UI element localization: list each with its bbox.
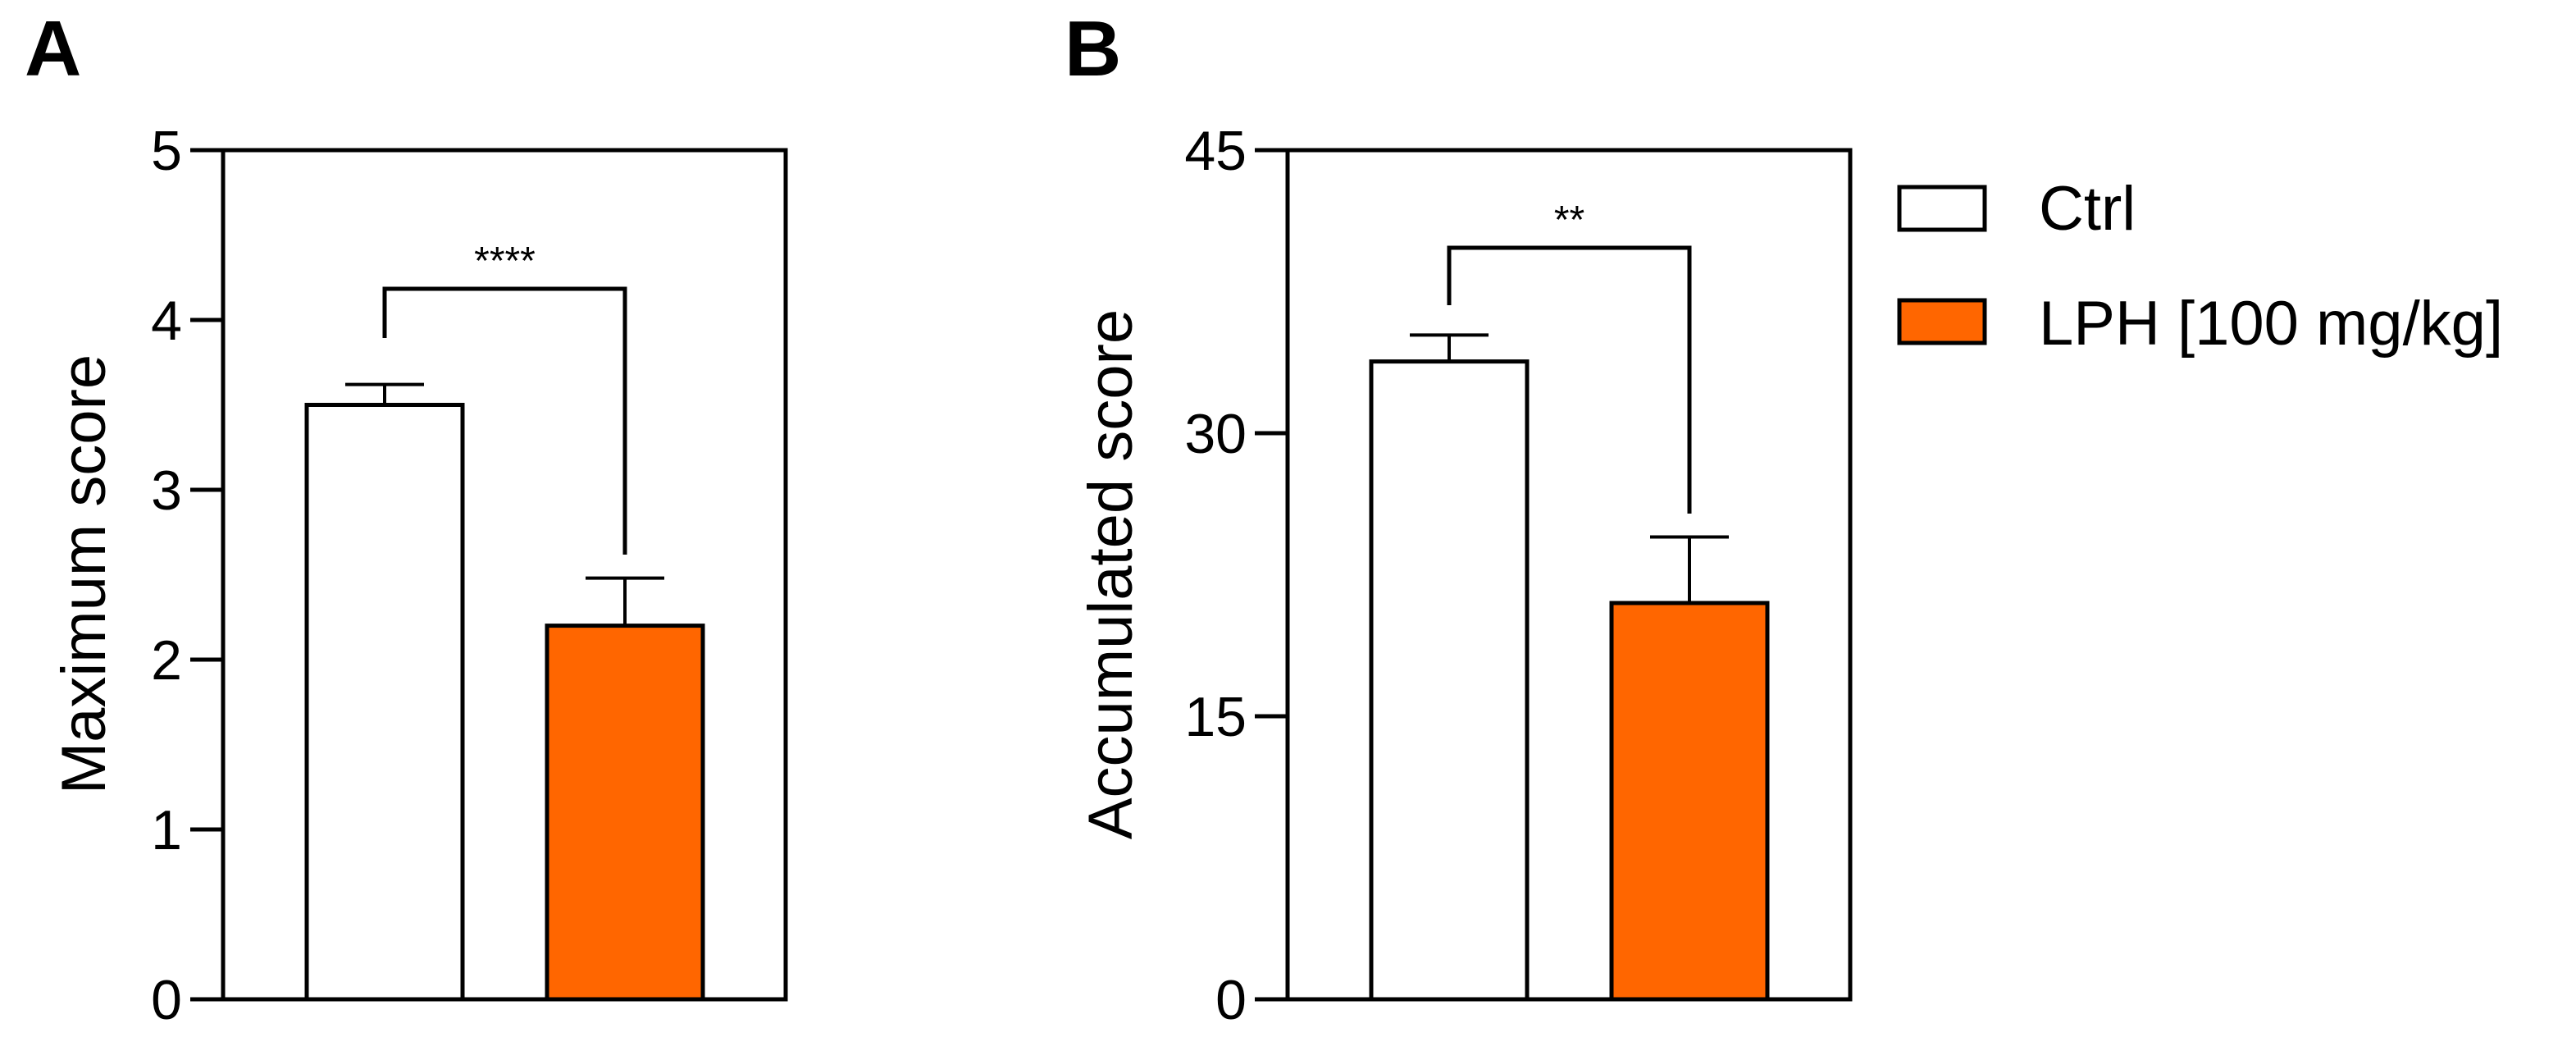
panel-a-significance: ****	[382, 240, 627, 555]
panel-a-bars	[304, 382, 705, 1002]
panel-a-plot-frame	[221, 148, 788, 1002]
significance-bracket	[1447, 245, 1692, 514]
bar-ctrl	[304, 403, 465, 1002]
legend-swatch-lph	[1897, 298, 1987, 345]
legend-swatch-ctrl	[1897, 185, 1987, 232]
bar-lph	[1609, 601, 1770, 1002]
legend-label-ctrl: Ctrl	[2039, 174, 2136, 244]
y-tick-label: 0	[1215, 969, 1247, 1031]
panel-b-significance: **	[1447, 199, 1692, 514]
panel-b-y-axis-label: Accumulated score	[1076, 309, 1146, 839]
panel-b-letter: B	[1065, 5, 1121, 93]
panel-a-y-ticks: 0 1 2 3 4 5	[151, 120, 223, 1031]
panel-a-letter: A	[25, 5, 81, 93]
y-tick-label: 45	[1184, 120, 1247, 182]
panel-a-significance-label: ****	[474, 240, 536, 283]
panel-b-y-ticks: 0 15 30 45	[1184, 120, 1288, 1031]
y-tick-label: 1	[151, 799, 182, 861]
panel-b-significance-label: **	[1554, 199, 1584, 242]
y-tick-label: 5	[151, 120, 182, 182]
panel-b: B Accumulated score 0 15 30 45 **	[1065, 5, 1853, 1031]
y-tick-label: 15	[1184, 686, 1247, 748]
bar-lph	[545, 624, 705, 1002]
panel-a: A Maximum score 0 1 2 3 4 5 ****	[25, 5, 788, 1031]
y-tick-label: 4	[151, 290, 182, 352]
legend: Ctrl LPH [100 mg/kg]	[1897, 174, 2503, 359]
panel-b-bars	[1369, 333, 1770, 1002]
significance-bracket	[382, 286, 627, 555]
y-tick-label: 3	[151, 459, 182, 522]
legend-label-lph: LPH [100 mg/kg]	[2039, 289, 2503, 359]
panel-b-plot-frame	[1285, 148, 1853, 1002]
y-tick-label: 0	[151, 969, 182, 1031]
y-tick-label: 2	[151, 629, 182, 692]
y-tick-label: 30	[1184, 403, 1247, 465]
bar-ctrl	[1369, 359, 1530, 1002]
panel-a-y-axis-label: Maximum score	[49, 354, 119, 794]
